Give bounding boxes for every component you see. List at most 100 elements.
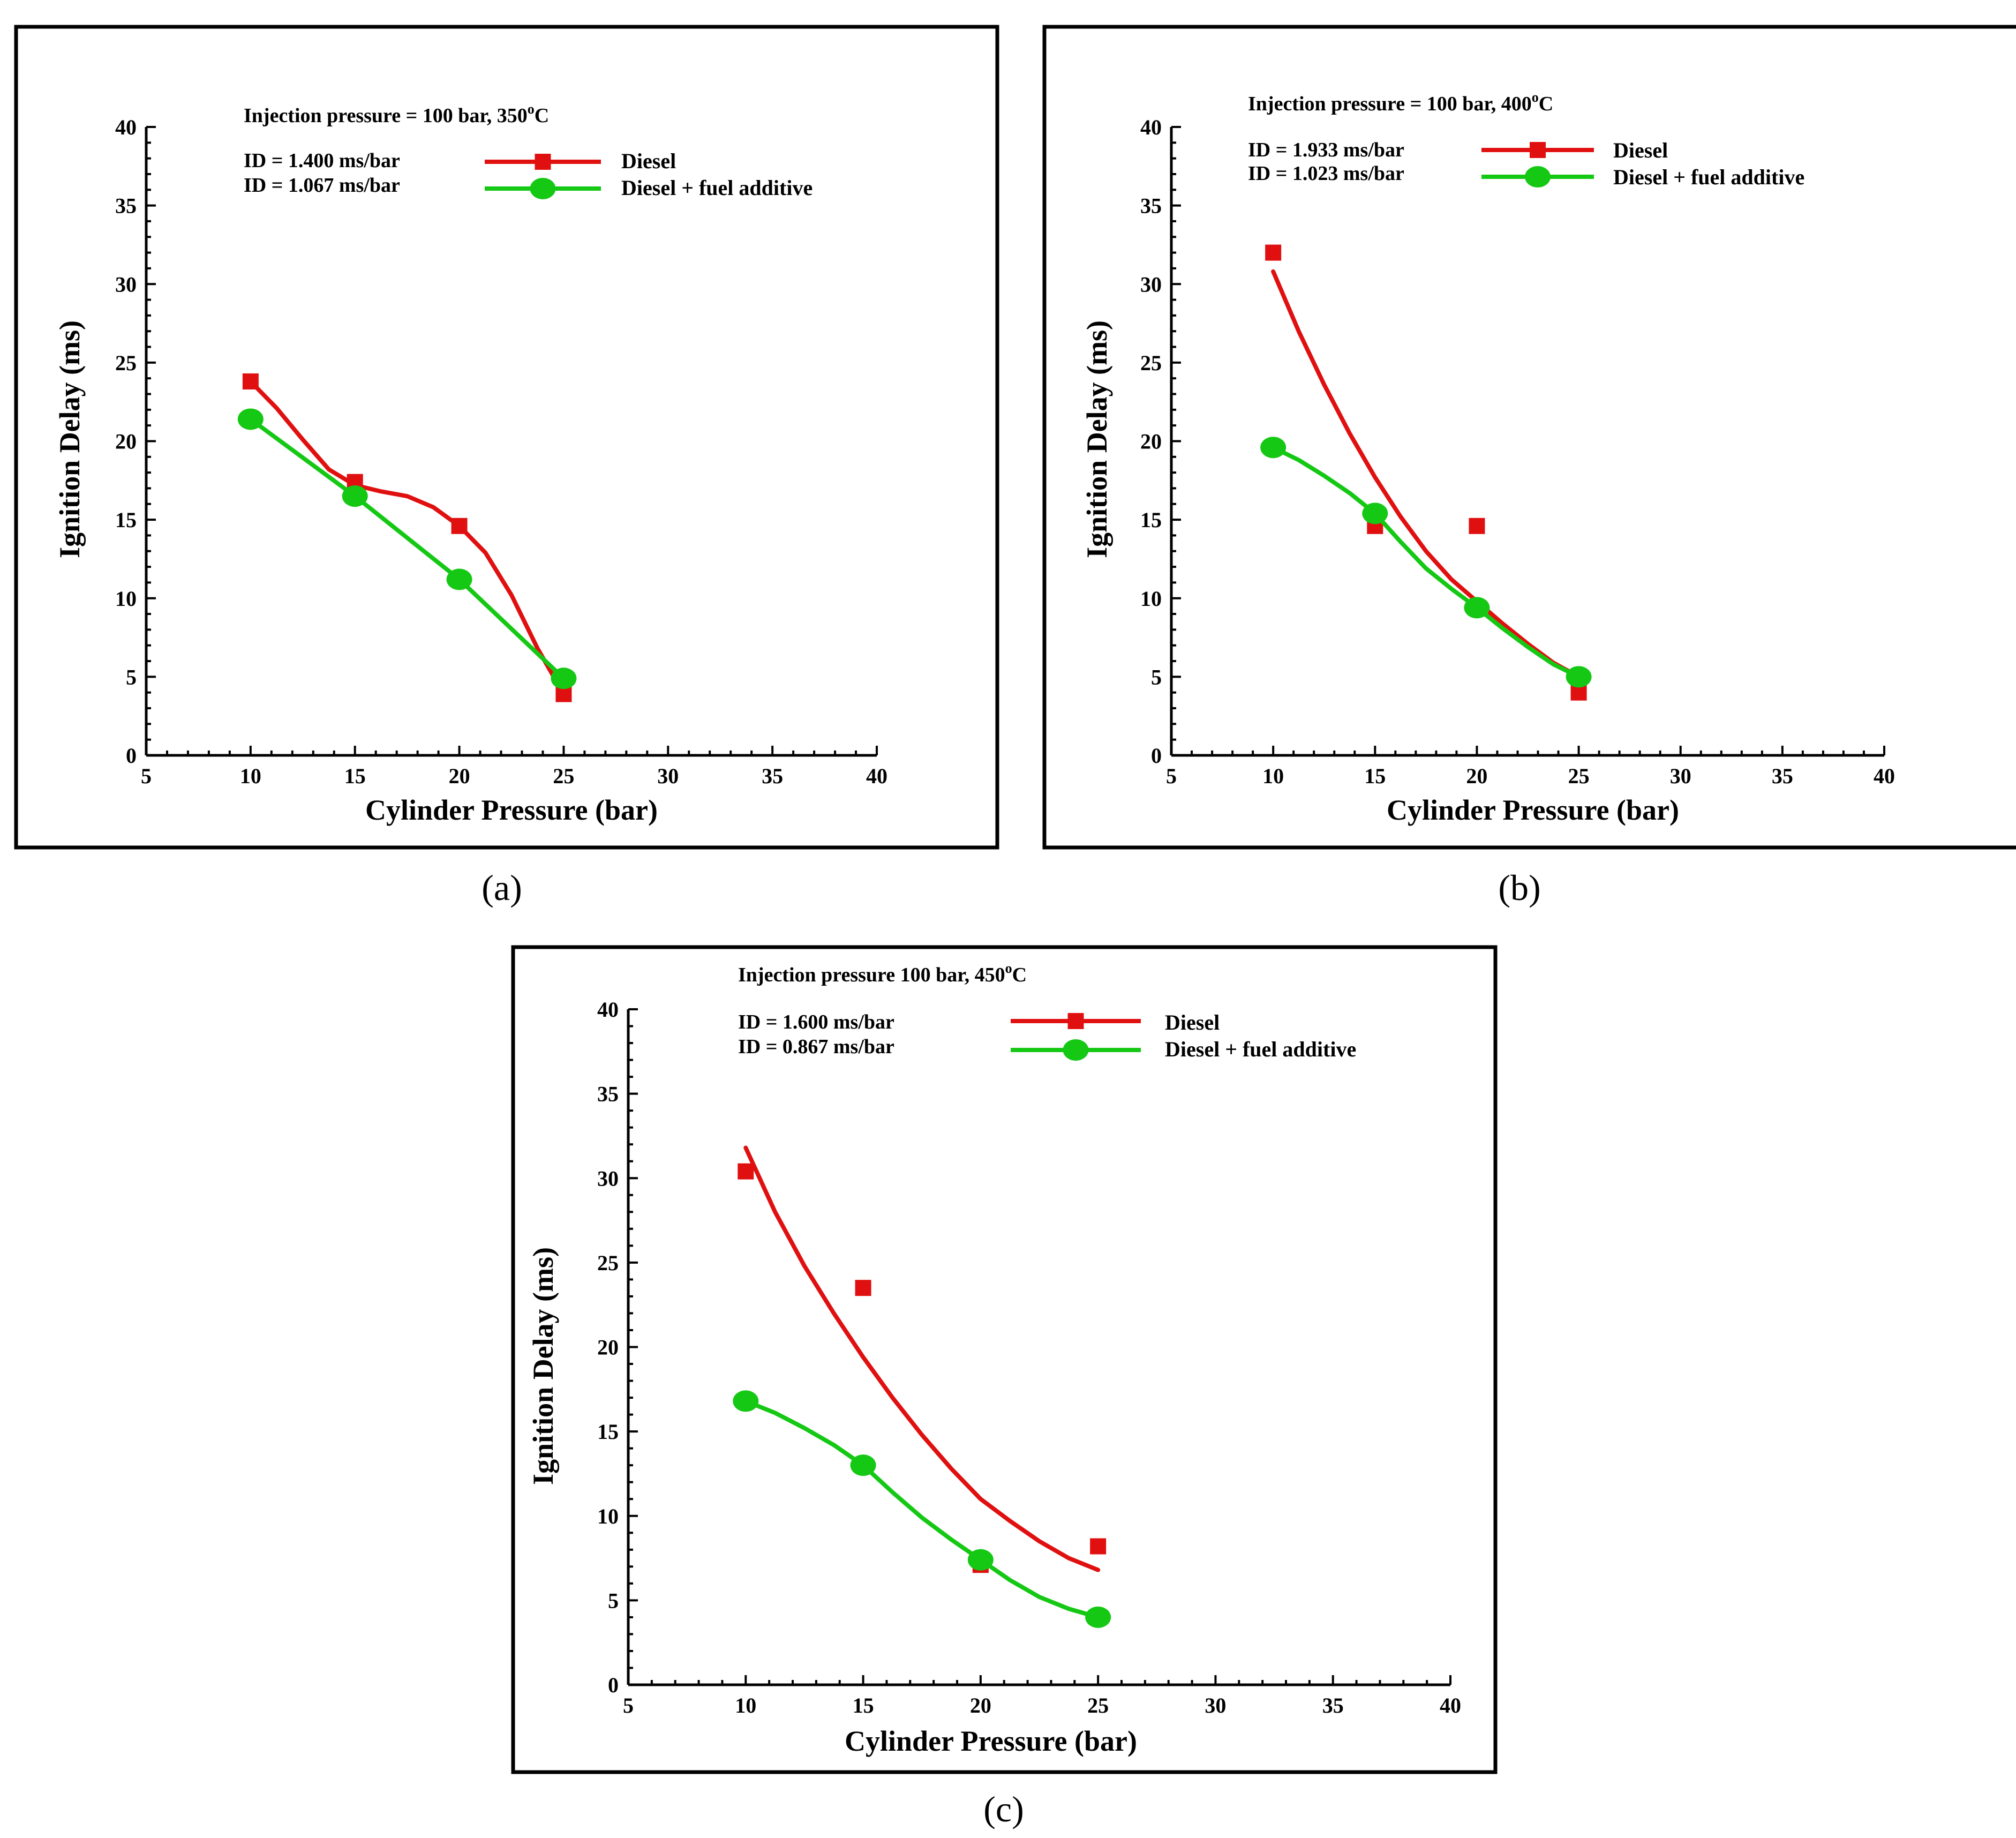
panel-a-y-tick-label: 35: [115, 194, 137, 218]
panel-b-y-tick-label: 5: [1151, 665, 1162, 689]
panel-c-additive-point: [967, 1549, 994, 1571]
panel-a-y-tick-label: 10: [115, 587, 137, 611]
panel-a-note-diesel: ID = 1.400 ms/bar: [244, 149, 400, 172]
panel-b-legend-diesel-label: Diesel: [1613, 138, 1668, 162]
panel-c-y-tick-label: 25: [597, 1251, 619, 1275]
panel-b-diesel-point: [1265, 244, 1282, 261]
panel-c-note-additive: ID = 0.867 ms/bar: [738, 1036, 894, 1058]
panel-a-x-tick-label: 5: [141, 764, 152, 788]
panel-b-y-tick-label: 10: [1140, 587, 1162, 611]
panel-c-additive-line: [743, 1399, 1101, 1619]
panel-b-x-tick-label: 35: [1772, 764, 1793, 788]
panel-a-title-degree: o: [528, 101, 535, 117]
panel-a-title: Injection pressure = 100 bar, 350oC: [244, 101, 549, 127]
panel-b-x-tick-label: 10: [1262, 764, 1284, 788]
panel-c-y-tick-label: 10: [597, 1504, 619, 1528]
panel-b-additive-line: [1271, 445, 1581, 679]
panel-c-legend-diesel-marker: [1067, 1013, 1084, 1029]
panel-b-title: Injection pressure = 100 bar, 400oC: [1248, 89, 1553, 115]
panel-b-x-tick-label: 15: [1364, 764, 1386, 788]
panel-b-x-tick-label: 40: [1874, 764, 1895, 788]
panel-a-x-tick-label: 35: [762, 764, 783, 788]
panel-a-y-tick-label: 15: [115, 508, 137, 532]
panel-a-x-tick-label: 10: [240, 764, 261, 788]
panel-c-x-tick-label: 35: [1322, 1693, 1344, 1717]
panel-c-diesel-point: [855, 1280, 871, 1296]
panel-a-x-tick-label: 20: [449, 764, 470, 788]
panel-c-note-diesel: ID = 1.600 ms/bar: [738, 1011, 894, 1033]
panel-c-x-tick-label: 25: [1087, 1693, 1109, 1717]
panel-a-additive-point: [342, 485, 368, 507]
panel-b-legend-diesel-marker: [1530, 142, 1546, 158]
panel-c-x-tick-label: 10: [735, 1693, 756, 1717]
panel-c-x-tick-label: 40: [1440, 1693, 1461, 1717]
panel-c-title: Injection pressure 100 bar, 450oC: [738, 961, 1027, 986]
panel-a-frame: [14, 25, 999, 850]
panel-b-note-diesel: ID = 1.933 ms/bar: [1248, 139, 1404, 161]
panel-a-legend-additive-marker: [530, 178, 556, 199]
panel-a-legend-additive-label: Diesel + fuel additive: [621, 176, 813, 200]
panel-c-title-degree: o: [1005, 961, 1012, 976]
panel-a-additive-line: [248, 417, 566, 681]
panel-b-title-main: Injection pressure = 100 bar, 400: [1248, 93, 1532, 115]
panel-a-additive-point: [446, 568, 472, 590]
panel-c-y-tick-label: 35: [597, 1082, 619, 1106]
panel-b-additive-point: [1464, 597, 1490, 619]
panel-b-y-tick-label: 20: [1140, 430, 1162, 454]
panel-b-y-tick-label: 25: [1140, 351, 1162, 375]
panel-b-ylabel: Ignition Delay (ms): [1081, 320, 1113, 558]
panel-b-xlabel: Cylinder Pressure (bar): [1387, 794, 1679, 826]
panel-c-additive-point: [1085, 1606, 1111, 1628]
panel-c-y-tick-label: 30: [597, 1166, 619, 1190]
panel-b-additive-point: [1566, 666, 1592, 688]
panel-c-xlabel: Cylinder Pressure (bar): [845, 1725, 1137, 1757]
panel-a-diesel-line: [248, 379, 566, 696]
panel-c-caption: (c): [983, 1789, 1024, 1829]
panel-a-xlabel: Cylinder Pressure (bar): [365, 794, 658, 826]
panel-b-diesel-point: [1469, 517, 1485, 534]
panel-a-title-main: Injection pressure = 100 bar, 350: [244, 104, 528, 127]
panel-c-x-tick-label: 15: [853, 1693, 874, 1717]
panel-c-ylabel: Ignition Delay (ms): [527, 1247, 559, 1485]
panel-c-legend-diesel-label: Diesel: [1165, 1010, 1220, 1034]
panel-c-legend-additive-label: Diesel + fuel additive: [1165, 1037, 1356, 1061]
panel-a-legend-diesel-label: Diesel: [621, 149, 676, 173]
panel-b-legend-additive-marker: [1525, 166, 1551, 187]
panel-a-x-tick-label: 40: [866, 764, 887, 788]
panel-c-y-tick-label: 5: [608, 1588, 619, 1612]
panel-a-y-tick-label: 25: [115, 351, 137, 375]
panel-b-y-tick-label: 40: [1140, 115, 1162, 139]
panel-c-x-tick-label: 30: [1205, 1693, 1226, 1717]
panel-c-title-unit: C: [1012, 964, 1027, 986]
panel-b-additive-point: [1362, 502, 1388, 524]
panel-a-additive-point: [237, 408, 264, 430]
panel-c-diesel-line: [743, 1145, 1101, 1572]
panel-a-y-tick-label: 5: [126, 665, 137, 689]
panel-b-additive-point: [1260, 437, 1287, 459]
panel-b-x-tick-label: 20: [1466, 764, 1487, 788]
panel-c-legend-additive-marker: [1063, 1039, 1089, 1061]
panel-a-additive-point: [551, 667, 577, 689]
panel-b-y-tick-label: 35: [1140, 194, 1162, 218]
panel-c-y-tick-label: 40: [597, 997, 619, 1022]
panel-a-note-additive: ID = 1.067 ms/bar: [244, 174, 400, 197]
panel-b-title-unit: C: [1539, 93, 1553, 115]
panel-a-caption: (a): [482, 867, 522, 908]
panel-c-y-tick-label: 15: [597, 1420, 619, 1444]
panel-b-x-tick-label: 25: [1568, 764, 1590, 788]
panel-a-x-tick-label: 25: [553, 764, 574, 788]
panel-c-x-tick-label: 20: [970, 1693, 991, 1717]
panel-a-y-tick-label: 20: [115, 430, 137, 454]
panel-c-additive-point: [850, 1454, 876, 1476]
panel-b-y-tick-label: 30: [1140, 272, 1162, 296]
panel-b-diesel-line: [1271, 269, 1581, 679]
panel-b-caption: (b): [1498, 867, 1540, 908]
panel-a-x-tick-label: 15: [344, 764, 366, 788]
panel-a-legend-diesel-marker: [535, 154, 551, 170]
panel-c-y-tick-label: 20: [597, 1336, 619, 1360]
panel-a-diesel-point: [242, 373, 259, 390]
